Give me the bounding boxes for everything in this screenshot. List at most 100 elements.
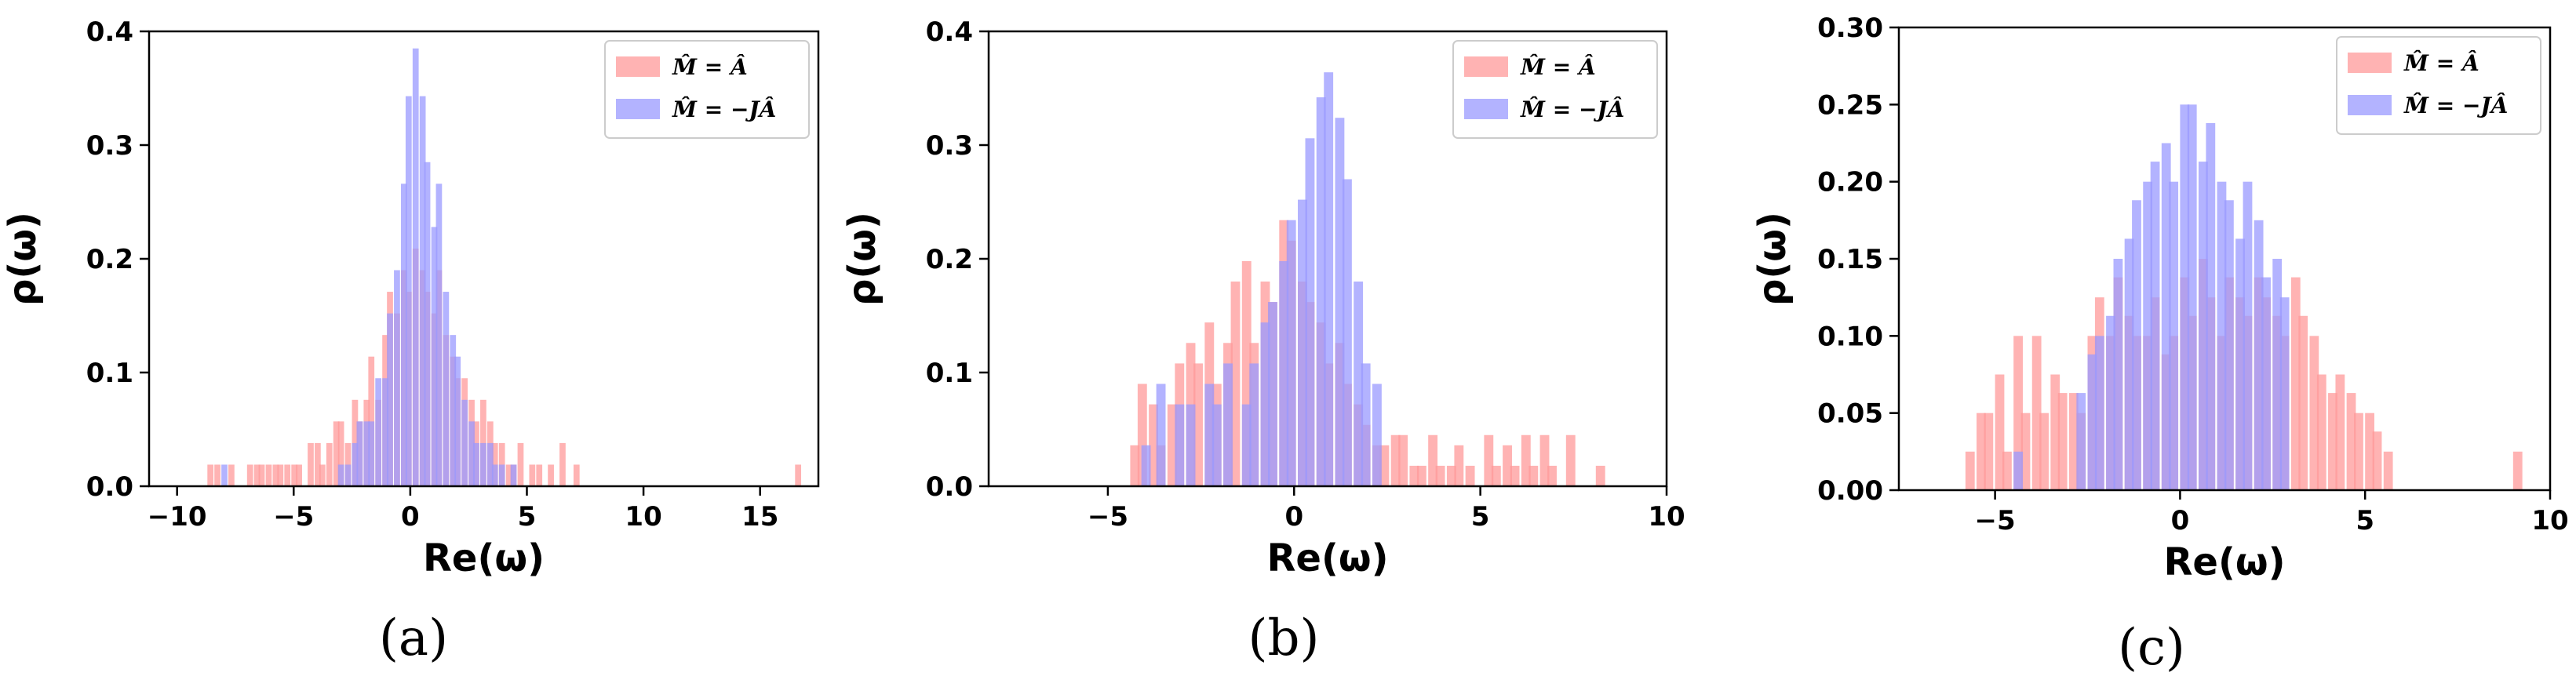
histogram-bar	[1454, 445, 1464, 486]
series-2	[221, 48, 517, 487]
histogram-bar	[2198, 162, 2208, 490]
histogram-bar	[1223, 363, 1233, 486]
y-tick-label: 0.1	[926, 358, 973, 389]
legend-label: M̂ = Â	[1520, 54, 1596, 80]
histogram-bar	[368, 421, 375, 486]
histogram-bar	[2243, 181, 2253, 491]
histogram-bar	[2169, 181, 2179, 491]
chart-panel-3: −5 0 5 10 0.00 0.05 0.10 0.15 0.20 0.25 0.30 Re(ω) ρ…	[1751, 13, 2569, 677]
histogram-bar	[214, 464, 220, 486]
x-axis-label: Re(ω)	[2163, 540, 2285, 584]
legend-label: M̂ = Â	[2403, 50, 2479, 76]
histogram-bar	[2279, 297, 2290, 490]
histogram-bar	[573, 464, 580, 486]
histogram-bar	[1286, 220, 1296, 486]
histogram-bar	[1335, 118, 1345, 486]
x-tick-label: 15	[741, 501, 778, 533]
histogram-bar	[443, 292, 450, 486]
histogram-bar	[1995, 374, 2005, 490]
panel-caption: (a)	[379, 609, 448, 667]
histogram-bar	[1141, 445, 1151, 486]
histogram-bar	[2316, 374, 2326, 490]
histogram-bar	[2002, 451, 2012, 490]
histogram-bar	[2013, 451, 2023, 490]
histogram-bar	[363, 421, 370, 486]
histogram-bar	[2261, 277, 2271, 490]
histogram-bar	[1435, 465, 1445, 486]
histogram-bar	[1503, 445, 1512, 486]
histogram-bar	[468, 421, 475, 486]
histogram-bar	[1398, 434, 1408, 486]
histogram-bar	[1977, 413, 1986, 490]
histogram-bar	[1249, 363, 1259, 486]
histogram-bar	[2290, 277, 2301, 490]
legend-swatch	[616, 99, 660, 119]
histogram-bar	[2057, 393, 2068, 490]
histogram-bar	[1186, 404, 1196, 486]
histogram-bar	[2187, 104, 2197, 490]
histogram-bar	[1491, 465, 1501, 486]
histogram-bar	[319, 464, 326, 486]
x-tick-label: 0	[401, 501, 420, 533]
histogram-bar	[375, 378, 382, 486]
histogram-bar	[352, 442, 359, 486]
y-tick-label: 0.0	[926, 471, 973, 503]
histogram-bar	[2328, 393, 2337, 490]
histogram-bar	[2020, 413, 2031, 490]
y-tick-label: 0.25	[1817, 89, 1883, 121]
histogram-bar	[2132, 200, 2141, 490]
histogram-bar	[2224, 200, 2234, 490]
histogram-bar	[1409, 465, 1419, 486]
y-tick-label: 0.2	[926, 244, 973, 275]
histogram-bar	[2346, 393, 2356, 490]
y-tick-label: 0.3	[926, 130, 973, 162]
histogram-bar	[337, 421, 344, 486]
x-tick-label: 5	[2356, 505, 2374, 536]
histogram-bar	[277, 464, 284, 486]
y-tick-label: 0.20	[1817, 167, 1883, 198]
legend-swatch	[1464, 56, 1508, 77]
histogram-bar	[2050, 374, 2060, 490]
histogram-bar	[228, 464, 235, 486]
histogram-bar	[246, 464, 253, 486]
histogram-bar	[2372, 431, 2382, 490]
histogram-bar	[1260, 322, 1270, 486]
histogram-bar	[265, 464, 272, 486]
x-tick-label: −5	[1975, 505, 2016, 536]
histogram-bar	[1354, 282, 1364, 486]
histogram-bar	[536, 464, 543, 486]
histogram-bar	[1268, 302, 1277, 486]
histogram-bar	[1230, 282, 1241, 486]
histogram-bar	[400, 184, 407, 487]
histogram-bar	[387, 313, 393, 486]
y-tick-label: 0.05	[1817, 398, 1883, 430]
chart-panel-2: −5 0 5 10 0.0 0.1 0.2 0.3 0.4 Re(ω) ρ(ω) M̂ = Â M̂ =…	[840, 16, 1685, 667]
histogram-bar	[296, 464, 302, 486]
histogram-bar	[1305, 138, 1315, 487]
y-tick-label: 0.4	[86, 16, 133, 48]
histogram-bar	[1539, 434, 1550, 486]
histogram-bar	[405, 96, 412, 487]
histogram-bar	[2161, 143, 2171, 490]
histogram-bar	[473, 442, 479, 486]
legend-label: M̂ = Â	[672, 54, 748, 80]
histogram-bar	[2309, 336, 2319, 490]
histogram-bar	[1965, 451, 1975, 490]
y-tick-label: 0.3	[86, 130, 133, 162]
histogram-bar	[1372, 383, 1382, 486]
histogram-bar	[1416, 465, 1426, 486]
histogram-bar	[548, 464, 554, 486]
histogram-bar	[795, 464, 802, 486]
histogram-bar	[2031, 336, 2042, 490]
histogram-bar	[1175, 404, 1185, 486]
histogram-bar	[450, 335, 457, 486]
y-tick-label: 0.0	[86, 471, 133, 503]
histogram-bar	[394, 270, 400, 486]
histogram-bar	[505, 464, 512, 486]
histogram-bar	[344, 464, 352, 486]
histogram-bar	[498, 464, 505, 486]
histogram-bar	[2094, 336, 2104, 490]
x-tick-label: 5	[518, 501, 537, 533]
histogram-bar	[2272, 259, 2283, 490]
